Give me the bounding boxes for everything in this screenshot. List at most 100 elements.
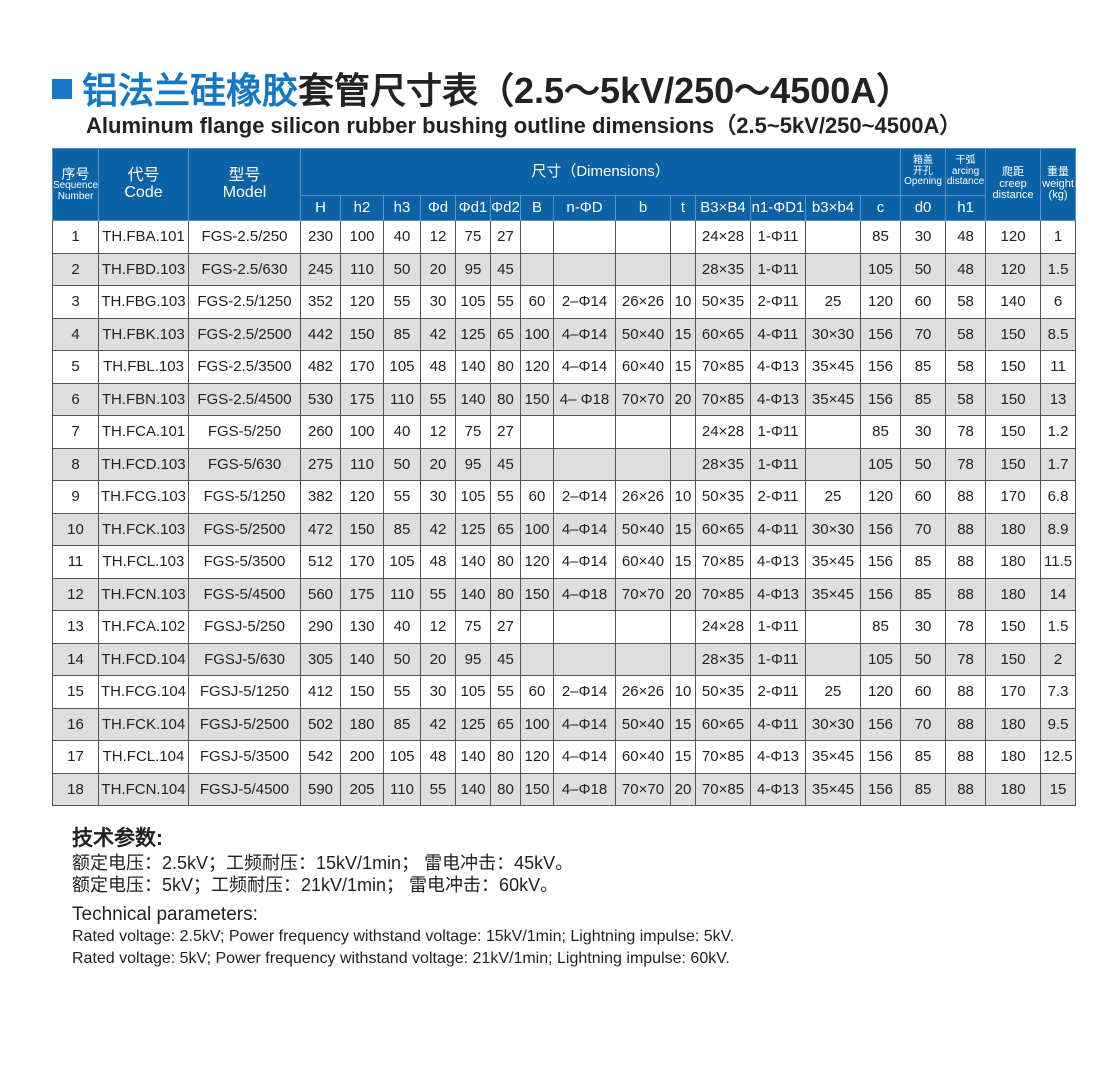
table-cell: 120	[520, 545, 554, 579]
table-cell: 230	[300, 220, 341, 254]
table-cell: 4–Φ14	[553, 740, 616, 774]
table-cell	[520, 415, 554, 449]
table-cell: 12	[420, 415, 456, 449]
table-cell	[670, 415, 696, 449]
header-dimensions: 尺寸（Dimensions）	[299, 148, 902, 196]
table-cell: 512	[300, 545, 341, 579]
subheader-cell: b3×b4	[805, 195, 861, 221]
table-cell: 150	[985, 415, 1042, 449]
table-cell: 10	[670, 480, 696, 514]
table-cell: FGSJ-5/2500	[188, 707, 301, 741]
table-cell: 140	[455, 740, 491, 774]
table-cell	[615, 252, 671, 286]
subheader-cell: n-ΦD	[553, 195, 616, 221]
table-cell: 156	[859, 707, 902, 741]
table-cell: 15	[670, 512, 696, 546]
table-cell: 105	[455, 675, 491, 709]
table-cell	[615, 642, 671, 676]
table-cell: 30	[900, 610, 947, 644]
table-cell	[520, 447, 554, 481]
table-cell: TH.FCK.103	[98, 512, 189, 546]
table-cell: TH.FBD.103	[98, 252, 189, 286]
table-cell: 88	[945, 545, 987, 579]
table-cell: 35×45	[805, 772, 861, 806]
table-cell: 4–Φ18	[553, 577, 616, 611]
table-cell: 78	[945, 642, 987, 676]
table-cell: 50×40	[615, 707, 671, 741]
table-cell: 25	[805, 285, 861, 319]
header-opening: 箱盖 开孔 Opening	[900, 148, 947, 196]
table-cell: 1	[1040, 220, 1077, 254]
table-cell: 140	[455, 350, 491, 384]
table-cell: 70×85	[695, 577, 751, 611]
table-cell: 140	[455, 382, 491, 416]
table-cell: 65	[490, 512, 521, 546]
table-cell: 60×40	[615, 740, 671, 774]
table-cell: 11	[1040, 350, 1077, 384]
subheader-cell: Φd2	[490, 195, 521, 221]
table-cell: 4-Φ13	[750, 382, 806, 416]
table-cell: 150	[985, 382, 1042, 416]
table-cell	[520, 610, 554, 644]
table-row: 9 TH.FCG.103 FGS-5/1250 382 120 55 30 105 55 60 2–…	[52, 480, 1077, 514]
table-cell: 1.7	[1040, 447, 1077, 481]
table-cell: TH.FCG.104	[98, 675, 189, 709]
tech-line-en: Rated voltage: 2.5kV; Power frequency wi…	[72, 928, 735, 945]
tech-heading-en: Technical parameters:	[72, 904, 258, 925]
table-cell: 30	[420, 285, 456, 319]
table-row: 1 TH.FBA.101 FGS-2.5/250 230 100 40 12 75 27 24×2…	[52, 220, 1077, 254]
table-cell	[615, 220, 671, 254]
table-cell: 4-Φ13	[750, 772, 806, 806]
table-cell: 9	[52, 480, 99, 514]
table-cell: 105	[383, 350, 421, 384]
table-cell: 1-Φ11	[750, 447, 806, 481]
table-cell: 60×40	[615, 545, 671, 579]
table-cell: 11	[52, 545, 99, 579]
table-cell: 12	[420, 220, 456, 254]
table-cell: 15	[670, 545, 696, 579]
table-cell: 16	[52, 707, 99, 741]
table-cell	[805, 642, 861, 676]
table-cell: 25	[805, 480, 861, 514]
table-cell	[520, 252, 554, 286]
table-cell: 24×28	[695, 220, 751, 254]
table-row: 8 TH.FCD.103 FGS-5/630 275 110 50 20 95 45 28×35 1…	[52, 447, 1077, 481]
subheader-cell: h1	[945, 195, 987, 221]
table-cell: 156	[859, 382, 902, 416]
table-cell: 48	[420, 740, 456, 774]
table-row: 5 TH.FBL.103 FGS-2.5/3500 482 170 105 48 140 80 1…	[52, 350, 1077, 384]
table-row: 13 TH.FCA.102 FGSJ-5/250 290 130 40 12 75 27 24×2…	[52, 610, 1077, 644]
table-cell: 1-Φ11	[750, 252, 806, 286]
table-cell: 10	[670, 675, 696, 709]
table-row: 10 TH.FCK.103 FGS-5/2500 472 150 85 42 125 65 100…	[52, 512, 1077, 546]
tech-line-cn: 额定电压：5kV；工频耐压：21kV/1min； 雷电冲击：60kV。	[72, 875, 559, 895]
table-cell: 12.5	[1040, 740, 1077, 774]
table-cell	[805, 252, 861, 286]
table-cell: 28×35	[695, 642, 751, 676]
table-cell: 140	[455, 772, 491, 806]
table-row: 2 TH.FBD.103 FGS-2.5/630 245 110 50 20 95 45 28×3…	[52, 252, 1077, 286]
table-cell	[553, 220, 616, 254]
table-cell: 156	[859, 350, 902, 384]
table-cell: 120	[859, 480, 902, 514]
table-cell: 12	[52, 577, 99, 611]
table-cell: 1.2	[1040, 415, 1077, 449]
table-cell: 20	[670, 382, 696, 416]
table-cell: FGSJ-5/250	[188, 610, 301, 644]
table-cell: 100	[520, 707, 554, 741]
table-cell: 2–Φ14	[553, 675, 616, 709]
table-cell: 35×45	[805, 382, 861, 416]
table-cell: 105	[455, 285, 491, 319]
table-cell: 105	[383, 740, 421, 774]
table-cell: 58	[945, 317, 987, 351]
table-cell: 30×30	[805, 512, 861, 546]
table-cell: 1	[52, 220, 99, 254]
table-cell: 530	[300, 382, 341, 416]
table-cell: 70	[900, 707, 947, 741]
table-cell: 40	[383, 415, 421, 449]
table-cell: 125	[455, 707, 491, 741]
table-cell: 75	[455, 220, 491, 254]
table-cell: FGS-5/250	[188, 415, 301, 449]
table-cell: 170	[340, 545, 384, 579]
table-cell	[670, 447, 696, 481]
